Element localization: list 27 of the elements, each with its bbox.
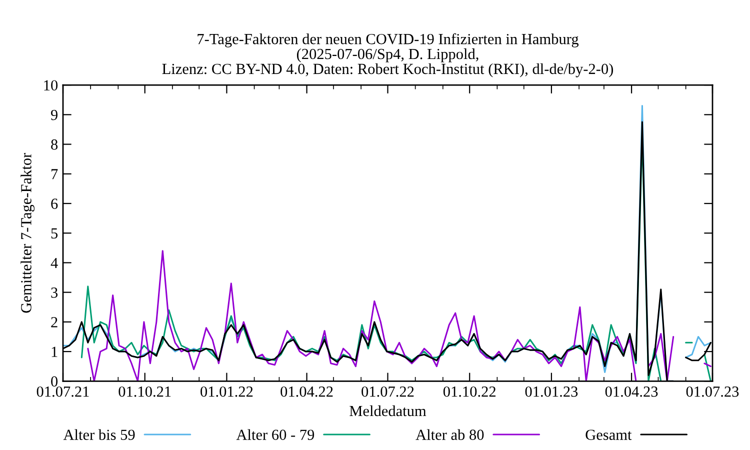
y-tick-label: 10 <box>44 80 58 90</box>
x-tick-label: 01.07.23 <box>686 386 739 397</box>
y-tick-label: 7 <box>52 169 58 180</box>
x-tick-label: 01.04.22 <box>280 386 333 397</box>
y-axis-title: Gemittelter 7-Tage-Faktor <box>20 152 35 313</box>
legend-label: Alter ab 80 <box>416 429 484 440</box>
y-tick-label: 8 <box>51 139 58 150</box>
x-axis-title: Meldedatum <box>350 405 426 416</box>
legend-label: Alter 60 - 79 <box>236 429 314 440</box>
y-tick-label: 1 <box>52 346 58 357</box>
y-tick-label: 4 <box>50 258 58 268</box>
x-tick-label: 01.10.21 <box>118 386 171 397</box>
y-tick-label: 5 <box>51 228 58 239</box>
legend-label: Gesamt <box>586 430 632 440</box>
y-tick-label: 0 <box>51 376 58 387</box>
y-tick-label: 2 <box>51 317 58 328</box>
x-tick-label: 01.01.23 <box>525 386 578 397</box>
x-tick-label: 01.07.22 <box>362 386 414 397</box>
y-tick-label: 9 <box>50 110 58 120</box>
x-tick-label: 01.10.22 <box>443 386 496 397</box>
y-tick-label: 3 <box>51 288 58 298</box>
x-tick-label: 01.04.23 <box>605 386 658 397</box>
y-tick-label: 6 <box>51 198 58 209</box>
chart-title: 7-Tage-Faktoren der neuen COVID-19 Infizierten in Hamburg (2025-07-06/Sp4, D. Lippold, Lizenz: CC BY-ND 4.0, Daten: Robert Koch-Institut (RKI), dl-de/by-2-0) <box>162 33 614 78</box>
legend-label: Alter bis 59 <box>63 429 135 440</box>
x-tick-label: 01.07.21 <box>36 386 89 397</box>
x-tick-label: 01.01.22 <box>200 386 253 397</box>
